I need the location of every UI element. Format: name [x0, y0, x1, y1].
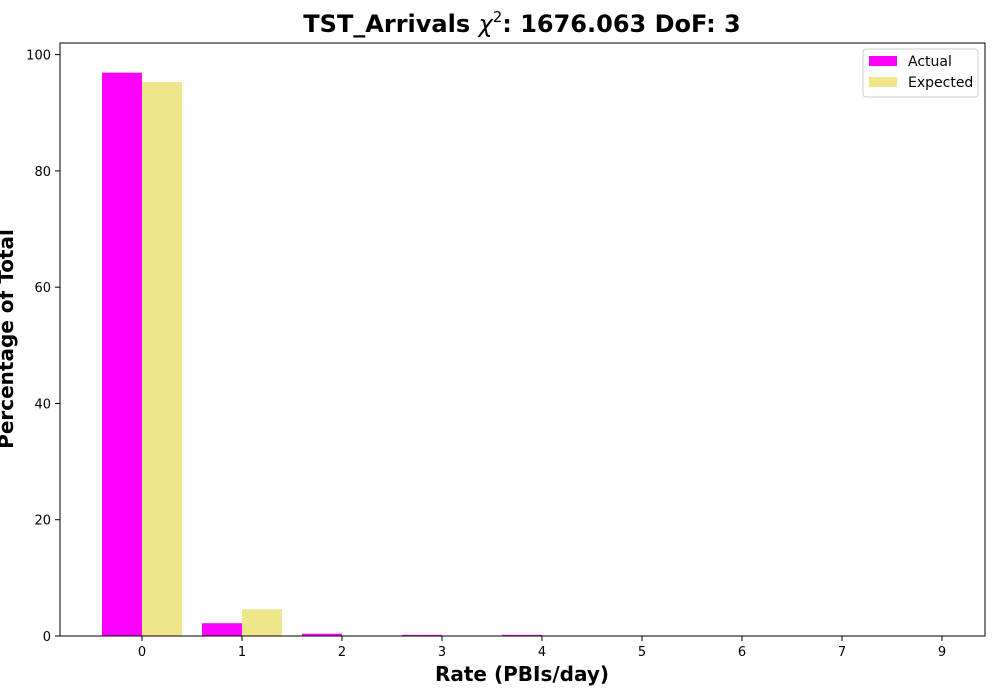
- x-axis-title: Rate (PBIs/day): [435, 662, 609, 686]
- y-tick-label: 40: [34, 397, 51, 412]
- bars-group: [102, 72, 542, 636]
- x-tick-label: 9: [938, 645, 946, 660]
- x-tick-label: 0: [138, 645, 146, 660]
- x-tick-label: 6: [738, 645, 746, 660]
- y-tick-label: 100: [26, 49, 51, 64]
- legend-swatch-actual: [869, 56, 897, 66]
- bar-expected-0: [142, 81, 182, 636]
- y-tick-label: 20: [34, 514, 51, 529]
- x-tick-label: 1: [238, 645, 246, 660]
- bar-actual-0: [102, 72, 142, 636]
- bar-actual-1: [202, 623, 242, 636]
- plot-frame: [59, 42, 986, 637]
- y-tick-label: 60: [34, 281, 51, 296]
- legend: Actual Expected: [862, 48, 979, 98]
- y-tick-label: 80: [34, 165, 51, 180]
- x-tick-label: 3: [438, 645, 446, 660]
- chart-title-symbol: χ: [477, 10, 494, 38]
- bar-actual-3: [402, 634, 442, 636]
- bar-expected-1: [242, 609, 282, 636]
- bar-actual-2: [302, 633, 342, 636]
- legend-label-expected: Expected: [908, 75, 973, 91]
- chart-title: TST_Arrivals χ2: 1676.063 DoF: 3: [303, 8, 740, 38]
- chart-title-prefix: TST_Arrivals: [303, 10, 478, 38]
- chart-title-superscript: 2: [493, 8, 503, 26]
- chart-title-suffix: : 1676.063 DoF: 3: [502, 10, 740, 38]
- legend-swatch-expected: [869, 77, 897, 87]
- x-tick-label: 4: [538, 645, 546, 660]
- bar-actual-4: [502, 634, 542, 636]
- x-tick-label: 7: [838, 645, 846, 660]
- y-tick-label: 0: [43, 630, 51, 645]
- legend-label-actual: Actual: [908, 54, 952, 70]
- x-tick-label: 2: [338, 645, 346, 660]
- ticks-group: 0 1 2 3 4 5 6 7 9 0 20 40 60 80 100: [26, 49, 946, 660]
- y-axis-title: Percentage of Total: [0, 229, 18, 449]
- x-tick-label: 5: [638, 645, 646, 660]
